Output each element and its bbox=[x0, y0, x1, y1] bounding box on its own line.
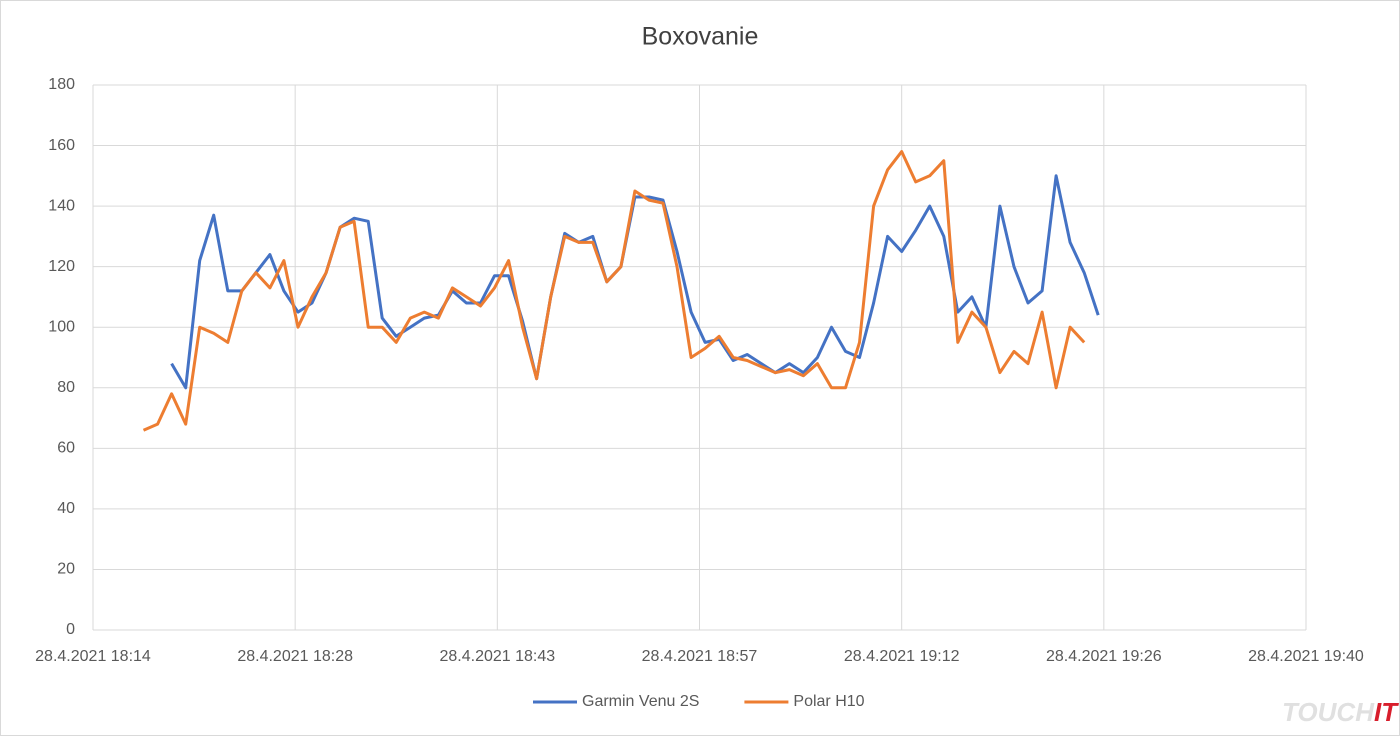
x-tick-label: 28.4.2021 19:40 bbox=[1248, 648, 1364, 665]
y-tick-label: 120 bbox=[48, 258, 75, 275]
data-line bbox=[142, 150, 1086, 432]
x-tick-label: 28.4.2021 18:14 bbox=[35, 648, 151, 665]
y-tick-label: 100 bbox=[48, 318, 75, 335]
x-tick-label: 28.4.2021 19:12 bbox=[844, 648, 960, 665]
y-tick-label: 140 bbox=[48, 197, 75, 214]
x-tick-label: 28.4.2021 18:57 bbox=[642, 648, 758, 665]
watermark: TOUCHIT bbox=[1282, 697, 1399, 727]
y-tick-label: 20 bbox=[57, 561, 75, 578]
watermark-part: IT bbox=[1374, 697, 1399, 727]
legend-label: Garmin Venu 2S bbox=[582, 693, 699, 710]
x-tick-label: 28.4.2021 18:28 bbox=[237, 648, 353, 665]
watermark-part: TOUCH bbox=[1282, 697, 1375, 727]
y-tick-label: 40 bbox=[57, 500, 75, 517]
y-tick-label: 160 bbox=[48, 137, 75, 154]
y-tick-label: 80 bbox=[57, 379, 75, 396]
y-tick-label: 60 bbox=[57, 440, 75, 457]
x-tick-label: 28.4.2021 19:26 bbox=[1046, 648, 1162, 665]
legend-label: Polar H10 bbox=[793, 693, 864, 710]
x-tick-label: 28.4.2021 18:43 bbox=[439, 648, 555, 665]
y-tick-label: 180 bbox=[48, 76, 75, 93]
chart-title: Boxovanie bbox=[642, 23, 759, 51]
y-tick-label: 0 bbox=[66, 621, 75, 638]
